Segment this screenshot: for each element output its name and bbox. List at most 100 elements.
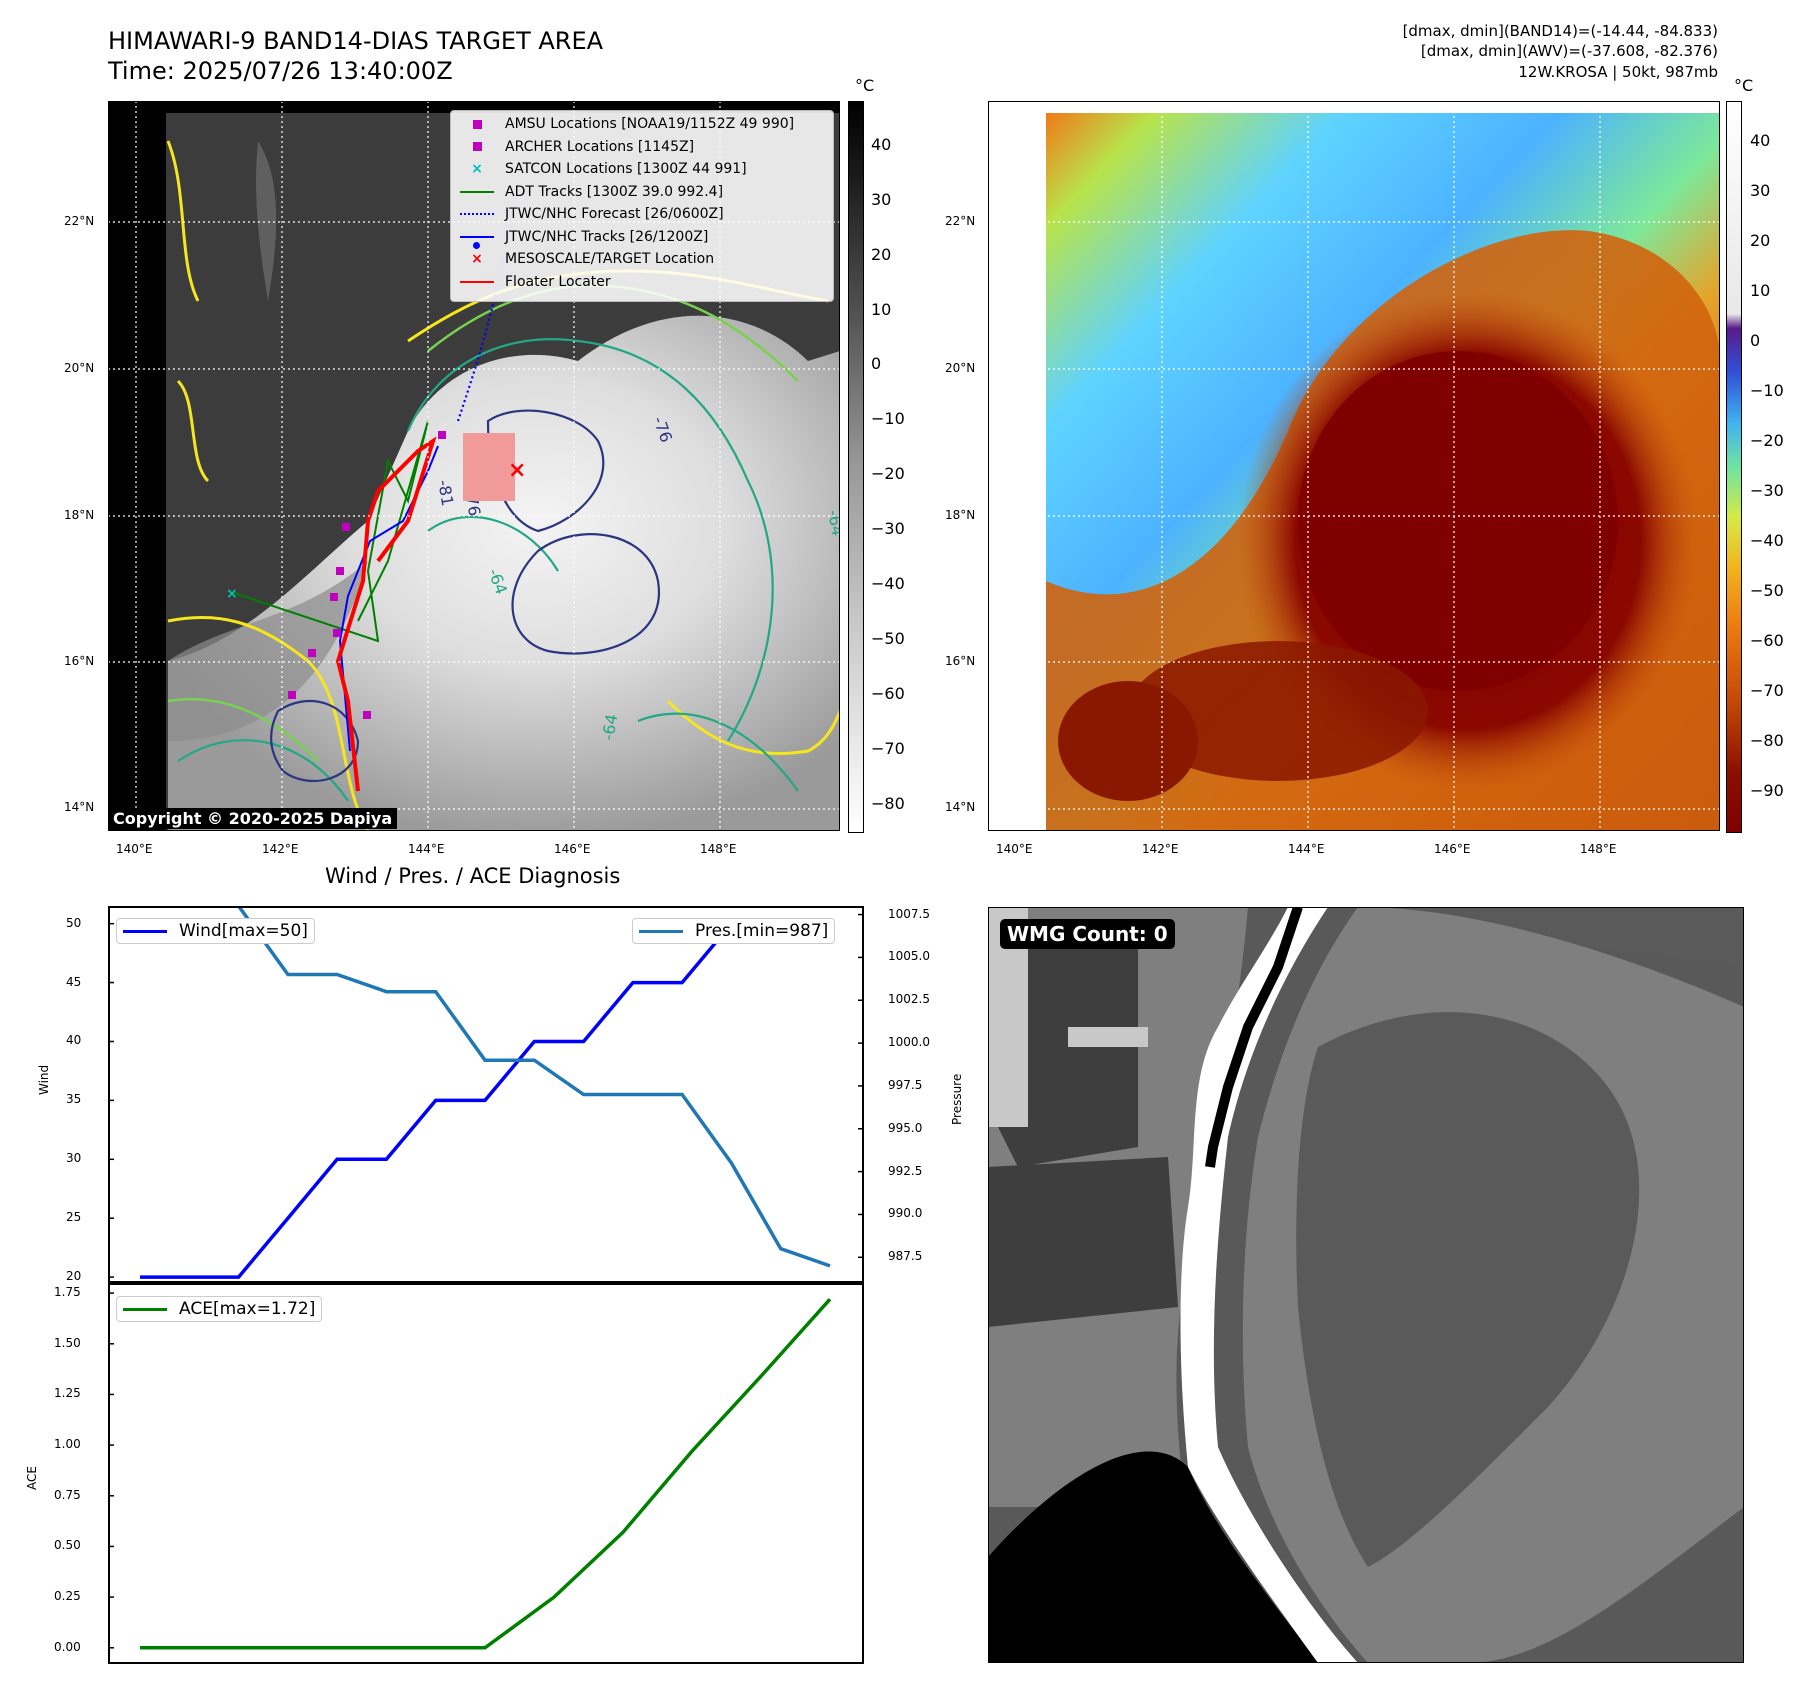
pressure-ytick: 990.0 [888, 1206, 923, 1221]
colorbar-tick-label: 30 [1750, 181, 1771, 200]
colorbar-tick-label: 20 [1750, 231, 1771, 250]
contour-label: -64 [598, 713, 621, 742]
wind-ytick: 35 [66, 1092, 82, 1107]
legend-label: ARCHER Locations [1145Z] [505, 138, 695, 155]
colorbar-tick-label: −60 [871, 683, 905, 703]
band14-colorbar [848, 101, 864, 833]
colorbar-tick-label: 40 [871, 134, 892, 154]
pressure-ytick: 992.5 [888, 1163, 923, 1178]
wind-ytick: 20 [66, 1269, 82, 1284]
legend-item-jtwc-forecast: JTWC/NHC Forecast [26/0600Z] [451, 203, 833, 226]
amsu-point [336, 567, 344, 575]
x-marker-icon: × [471, 161, 483, 178]
pressure-ytick: 1007.5 [888, 906, 930, 921]
legend-label: ACE[max=1.72] [179, 1299, 316, 1319]
lon-label: 140°E [116, 842, 153, 856]
line-icon [639, 929, 683, 933]
legend-label: JTWC/NHC Forecast [26/0600Z] [505, 206, 724, 223]
wmg-map [988, 907, 1744, 1663]
archer-point [363, 711, 371, 719]
lon-label: 142°E [1142, 842, 1179, 856]
dotted-line-icon [459, 213, 495, 216]
legend-label: SATCON Locations [1300Z 44 991] [505, 161, 747, 178]
colorbar-tick-label: −70 [1750, 681, 1784, 700]
map-gridlines [988, 101, 1720, 831]
pressure-legend: Pres.[min=987] [632, 918, 836, 944]
ace-ytick: 0.25 [54, 1589, 81, 1604]
pressure-ytick: 987.5 [888, 1249, 923, 1264]
legend-label: Wind[max=50] [179, 921, 308, 941]
pressure-ytick: 1002.5 [888, 992, 930, 1007]
line-icon [123, 1307, 167, 1311]
cloud-mass [168, 315, 840, 831]
archer-point [288, 691, 296, 699]
pressure-axis-label: Pressure [950, 1073, 964, 1125]
lon-label: 142°E [262, 842, 299, 856]
archer-point [438, 431, 446, 439]
line-icon [123, 929, 167, 933]
lat-label: 22°N [64, 214, 95, 228]
colorbar-tick-label: −10 [1750, 381, 1784, 400]
colorbar-tick-label: 40 [1750, 131, 1771, 150]
colorbar-tick-label: −40 [871, 574, 905, 593]
ace-ytick: 0.50 [54, 1538, 81, 1553]
contour-label: -81 [434, 478, 457, 507]
ace-chart [108, 1283, 864, 1664]
wind-ytick: 50 [66, 915, 82, 930]
colorbar-tick-label: −20 [1750, 431, 1784, 450]
wind-ytick: 25 [66, 1210, 82, 1225]
legend-label: Floater Locater [505, 273, 611, 290]
square-icon [459, 119, 495, 129]
ace-ytick: 0.00 [54, 1639, 81, 1654]
archer-point [330, 593, 338, 601]
amsu-point [342, 523, 350, 531]
colorbar-tick-label: 30 [871, 189, 892, 209]
wind-ytick: 30 [66, 1151, 82, 1166]
ace-ytick: 1.25 [54, 1386, 81, 1401]
colorbar-tick-label: −80 [1750, 731, 1784, 750]
colorbar-tick-label: −80 [871, 793, 905, 813]
legend-label: MESOSCALE/TARGET Location [505, 251, 715, 268]
colorbar-tick-label: 10 [871, 299, 892, 319]
lat-label: 20°N [64, 361, 95, 375]
legend-label: AMSU Locations [NOAA19/1152Z 49 990] [505, 116, 795, 133]
legend-item-archer: ARCHER Locations [1145Z] [451, 136, 833, 159]
lon-label: 148°E [700, 842, 737, 856]
lon-label: 148°E [1580, 842, 1617, 856]
archer-point [333, 629, 341, 637]
awv-range-info: [dmax, dmin](AWV)=(-37.608, -82.376) [1420, 42, 1718, 60]
band14-range-info: [dmax, dmin](BAND14)=(-14.44, -84.833) [1402, 22, 1718, 40]
wmg-count-badge: WMG Count: 0 [1000, 919, 1175, 949]
colorbar-tick-label: −40 [1750, 531, 1784, 550]
awv-map [988, 101, 1720, 831]
colorbar-tick-label: −50 [1750, 581, 1784, 600]
colorbar-tick-label: −20 [871, 464, 905, 484]
colorbar-tick-label: −90 [1750, 781, 1784, 800]
figure-title: HIMAWARI-9 BAND14-DIAS TARGET AREA [108, 27, 604, 55]
lat-label: 16°N [64, 654, 95, 668]
colorbar-unit: °C [855, 76, 875, 95]
legend-item-satcon: × SATCON Locations [1300Z 44 991] [451, 158, 833, 181]
wind-ytick: 45 [66, 974, 82, 989]
colorbar-tick-label: 20 [871, 244, 892, 264]
lat-label: 18°N [945, 508, 976, 522]
wind-axis-label: Wind [37, 1064, 51, 1095]
colorbar-tick-label: −10 [871, 409, 905, 429]
legend-label: JTWC/NHC Tracks [26/1200Z] [505, 228, 709, 245]
colorbar-tick-label: 0 [1750, 331, 1761, 350]
ace-ytick: 1.75 [54, 1285, 81, 1300]
archer-point [308, 649, 316, 657]
colorbar-tick-label: 0 [871, 354, 882, 374]
lat-label: 14°N [64, 800, 95, 814]
ace-axis-label: ACE [25, 1466, 39, 1490]
pressure-ytick: 1005.0 [888, 949, 930, 964]
line-dot-icon [459, 235, 495, 249]
pressure-ytick: 997.5 [888, 1077, 923, 1092]
lat-label: 16°N [945, 654, 976, 668]
square-icon [459, 142, 495, 152]
wind-legend: Wind[max=50] [116, 918, 315, 944]
satcon-point: × [226, 586, 238, 602]
lon-label: 140°E [996, 842, 1033, 856]
legend-item-floater: Floater Locater [451, 271, 833, 294]
lon-label: 144°E [408, 842, 445, 856]
